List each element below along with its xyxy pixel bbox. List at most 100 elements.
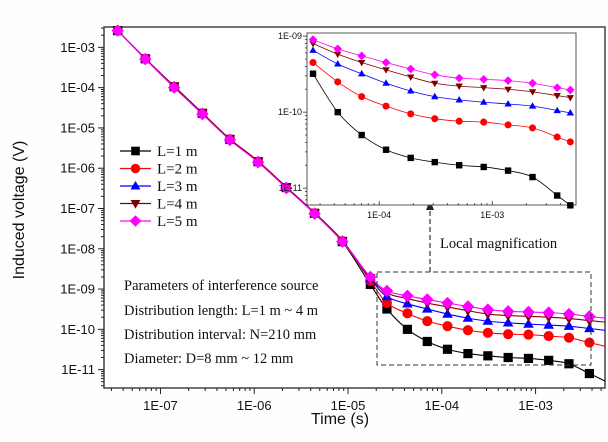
inset-data-point [504, 121, 512, 129]
legend-marker [130, 200, 141, 209]
y-tick-label: 1E-04 [60, 80, 95, 95]
inset-data-point [431, 80, 439, 88]
inset-data-point [503, 76, 513, 85]
inset-data-point [455, 96, 463, 103]
parameters-annotation: Parameters of interference source Distri… [124, 278, 319, 367]
data-point [308, 207, 321, 220]
inset-data-point [382, 102, 390, 110]
y-tick-label: 1E-09 [60, 282, 95, 297]
data-point [402, 324, 413, 334]
inset-data-point [406, 64, 416, 74]
inset-data-point [431, 115, 439, 123]
inset-data-point [382, 67, 390, 74]
inset-data-point [566, 138, 574, 146]
data-point [462, 325, 473, 336]
inset-x-tick-label: 1E-04 [367, 210, 391, 220]
data-point [503, 352, 513, 363]
inset-data-point [358, 93, 366, 101]
data-point [481, 303, 495, 316]
inset-data-point [334, 78, 342, 86]
inset-data-point [553, 133, 561, 141]
data-point [502, 317, 514, 327]
inset-data-point [566, 109, 575, 116]
inset-data-point [566, 85, 575, 95]
inset-data-point [529, 173, 536, 181]
x-tick-labels: 1E-07 1E-06 1E-05 1E-04 1E-03 [143, 398, 553, 413]
data-point [523, 353, 534, 364]
inset-data-point [334, 60, 342, 67]
parameters-line-interval: Distribution interval: N=210 mm [124, 327, 317, 343]
data-point [382, 304, 392, 314]
inset-data-point [528, 102, 537, 109]
legend-marker [129, 215, 142, 227]
data-point [421, 293, 434, 306]
legend-label: L=4 m [157, 197, 198, 213]
data-point [401, 289, 414, 303]
data-point [223, 133, 237, 147]
inset-y-tick-label: 1E-09 [278, 31, 302, 41]
legend-marker [130, 163, 141, 174]
inset-data-point [333, 44, 343, 54]
inset-data-point [407, 110, 415, 118]
data-point [364, 270, 377, 284]
magnification-label: Local magnification [440, 236, 558, 252]
inset-data-point [480, 163, 487, 171]
inset-series-l-2-m [309, 58, 574, 146]
y-tick-label: 1E-10 [60, 322, 95, 337]
inset-y-tick-label: 1E-11 [279, 183, 302, 193]
main-series [111, 24, 606, 382]
data-point [562, 307, 576, 321]
inset-data-point [308, 35, 318, 44]
y-tick-label: 1E-05 [60, 120, 95, 135]
inset-series-l-5-m [308, 35, 575, 95]
inset-data-point [480, 85, 488, 92]
data-point [482, 327, 493, 338]
inset-data-point [309, 70, 317, 77]
data-point [251, 156, 265, 169]
inset-series-l-4-m [309, 40, 575, 102]
legend-marker [130, 180, 141, 190]
inset-data-point [455, 117, 463, 125]
inset-data-point [309, 58, 317, 67]
data-point [482, 315, 494, 325]
legend-item: L=1 m [120, 144, 198, 160]
data-point [111, 24, 124, 37]
inset-data-point [504, 86, 512, 94]
y-tick-labels: 1E-03 1E-04 1E-05 1E-06 1E-07 1E-08 1E-09 1E-10… [60, 40, 95, 377]
inset-data-point [334, 51, 342, 58]
inset-data-point [528, 78, 537, 88]
legend-label: L=3 m [157, 179, 198, 195]
data-point [442, 344, 453, 354]
series-l-5-m [111, 24, 606, 323]
inset-x-tick-labels: 1E-04 1E-03 [367, 210, 504, 220]
inset-data-point [334, 108, 341, 116]
inset-data-point [407, 74, 415, 81]
inset-data-point [382, 146, 390, 153]
data-point [543, 319, 554, 329]
data-point [564, 359, 574, 369]
inset-data-point [504, 167, 512, 174]
data-point [563, 320, 575, 330]
inset-series-l-3-m [309, 46, 575, 116]
inset-data-point [357, 69, 366, 77]
x-tick-label: 1E-03 [518, 398, 553, 413]
inset-x-tick-label: 1E-03 [480, 210, 504, 220]
data-point [522, 305, 535, 319]
inset-data-point [309, 40, 317, 48]
data-point [381, 297, 392, 309]
legend-item: L=3 m [120, 179, 198, 195]
data-point [462, 312, 474, 322]
parameters-line-length: Distribution length: L=1 m ~ 4 m [124, 303, 319, 319]
inset-y-tick-labels: 1E-09 1E-10 1E-11 [278, 31, 302, 193]
inset-data-point [357, 59, 366, 67]
legend-label: L=5 m [157, 214, 198, 230]
parameters-line-diameter: Diameter: D=8 mm ~ 12 mm [124, 351, 294, 367]
x-axis-title: Time (s) [311, 411, 369, 428]
inset-series [308, 35, 575, 209]
y-tick-label: 1E-08 [60, 241, 95, 256]
data-point [280, 181, 293, 195]
data-point [442, 321, 453, 332]
data-point [501, 305, 515, 318]
data-point [461, 300, 475, 313]
inset-data-point [553, 93, 561, 100]
